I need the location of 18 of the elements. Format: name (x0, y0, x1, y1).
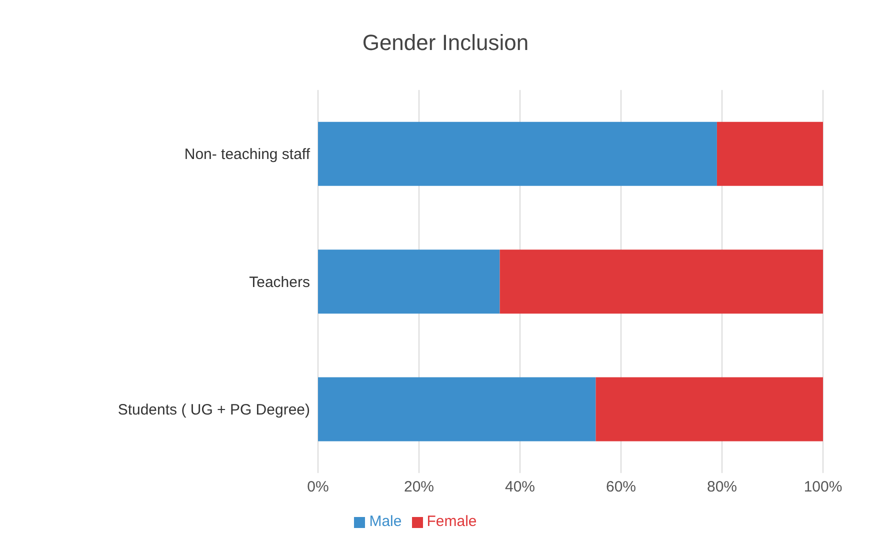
y-tick-label: Non- teaching staff (184, 146, 311, 164)
x-tick-label: 100% (804, 478, 842, 496)
y-tick-label: Students ( UG + PG Degree) (118, 401, 310, 418)
bar (500, 250, 823, 314)
x-tick-label: 0% (307, 478, 329, 496)
bar (318, 122, 717, 186)
legend-label: Female (426, 513, 477, 530)
y-tick-label: Teachers (249, 274, 310, 291)
bar (716, 122, 823, 186)
x-tick-label: 20% (404, 478, 434, 496)
x-tick-label: 40% (504, 478, 536, 496)
legend-label: Male (369, 513, 402, 530)
chart-title: Gender Inclusion (361, 29, 530, 57)
bar (596, 377, 823, 442)
bar (318, 250, 500, 314)
x-tick-label: 80% (706, 478, 738, 496)
x-tick-label: 60% (606, 478, 636, 496)
bar (318, 377, 596, 442)
